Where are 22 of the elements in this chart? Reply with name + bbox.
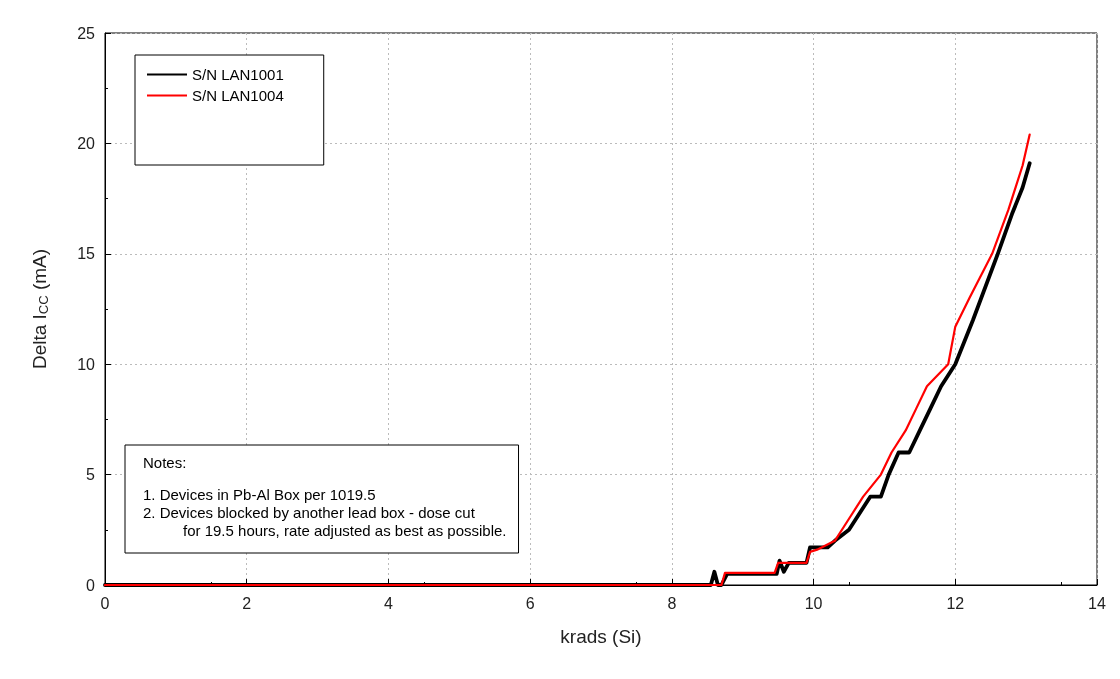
- annotation: 2. Devices blocked by another lead box - dose cut: [143, 504, 476, 521]
- x-tick-label: 4: [383, 594, 393, 612]
- x-tick-label: 8: [667, 594, 677, 612]
- legend-label: S/N LAN1001: [192, 66, 284, 83]
- y-tick-label: 25: [77, 24, 96, 42]
- x-tick-label: 2: [242, 594, 252, 612]
- x-tick-label: 0: [100, 594, 110, 612]
- x-tick-label: 12: [946, 594, 965, 612]
- x-tick-label: 14: [1088, 594, 1106, 612]
- annotation: 1. Devices in Pb-Al Box per 1019.5: [143, 486, 376, 503]
- y-tick-label: 20: [77, 134, 96, 152]
- y-axis-title: Delta ICC (mA): [29, 248, 51, 370]
- y-tick-label: 0: [86, 576, 96, 594]
- x-tick-label: 6: [525, 594, 535, 612]
- annotation: for 19.5 hours, rate adjusted as best as possible.: [183, 522, 507, 539]
- annotation: Notes:: [143, 454, 187, 471]
- legend-label: S/N LAN1004: [192, 87, 284, 104]
- x-axis-title: krads (Si): [560, 626, 642, 647]
- y-tick-label: 5: [86, 466, 96, 484]
- y-tick-label: 10: [77, 355, 96, 373]
- y-tick-label: 15: [77, 245, 96, 263]
- x-tick-label: 10: [804, 594, 823, 612]
